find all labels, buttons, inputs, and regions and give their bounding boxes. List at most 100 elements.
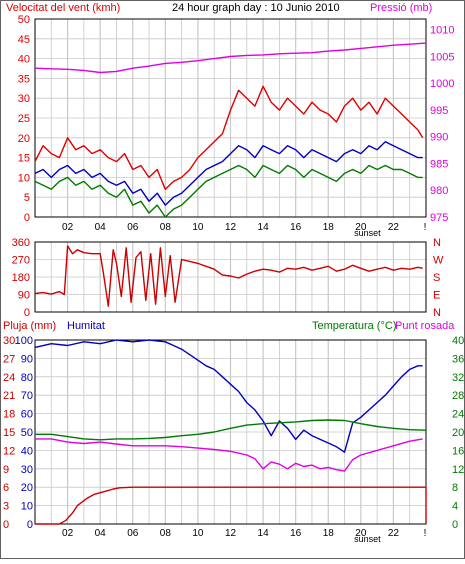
- series-line-rain: [35, 486, 427, 525]
- x-tick-label: 16: [290, 222, 302, 233]
- wind-y-tick-label: 25: [18, 113, 30, 125]
- x-tick-label: 06: [127, 528, 139, 539]
- rain-y-tick-label: 0: [3, 519, 9, 531]
- x-tick-label: 12: [225, 528, 237, 539]
- x-tick-label: 12: [225, 222, 237, 233]
- direction-y-tick-label: 0: [24, 307, 30, 319]
- humidity-y-tick-label: 70: [21, 390, 33, 402]
- temperature-y-tick-label: 8: [452, 482, 458, 494]
- wind-y-tick-label: 0: [24, 212, 30, 224]
- wind-y-tick-label: 15: [18, 153, 30, 165]
- rain-humidity-temperature-panel: 3027242118151296301009080706050403020100…: [3, 335, 464, 544]
- direction-y-tick-label: 270: [12, 255, 30, 267]
- temperature-y-tick-label: 0: [452, 519, 458, 531]
- humidity-y-tick-label: 50: [21, 427, 33, 439]
- rain-title: Pluja (mm): [3, 320, 56, 332]
- pressure-y-tick-label: 975: [430, 212, 448, 224]
- wind-y-tick-label: 10: [18, 172, 30, 184]
- plot-frame: [34, 339, 427, 525]
- rain-y-tick-label: 3: [3, 501, 9, 513]
- x-tick-label: 06: [127, 222, 139, 233]
- sunset-label: sunset: [354, 228, 381, 238]
- humidity-y-tick-label: 90: [21, 353, 33, 365]
- direction-compass-label: N: [433, 307, 441, 319]
- x-tick-label: 20: [355, 528, 367, 539]
- x-tick-label: 16: [290, 528, 302, 539]
- pressure-y-tick-label: 1005: [430, 51, 454, 63]
- x-tick-label: 10: [192, 528, 204, 539]
- humidity-y-tick-label: 80: [21, 372, 33, 384]
- temperature-y-tick-label: 40: [452, 335, 464, 347]
- x-tick-label: 18: [323, 528, 335, 539]
- temperature-y-tick-label: 4: [452, 501, 458, 513]
- wind-panel: 5045403530252015105010101005100099599098…: [18, 14, 455, 238]
- wind-y-tick-label: 20: [18, 133, 30, 145]
- x-tick-label: 10: [192, 222, 204, 233]
- pressure-y-tick-label: 985: [430, 158, 448, 170]
- humidity-title: Humitat: [67, 320, 105, 332]
- x-tick-label: 08: [160, 528, 172, 539]
- wind-y-tick-label: 30: [18, 93, 30, 105]
- wind-y-tick-label: 5: [24, 192, 30, 204]
- series-line-pressure: [34, 42, 427, 74]
- temperature-y-tick-label: 12: [452, 464, 464, 476]
- wind-y-tick-label: 40: [18, 54, 30, 66]
- pressure-y-tick-label: 995: [430, 105, 448, 117]
- wind-title: Velocitat del vent (kmh): [6, 2, 120, 14]
- direction-compass-label: N: [433, 237, 441, 249]
- temperature-y-tick-label: 28: [452, 390, 464, 402]
- plot-frame: [34, 241, 427, 313]
- x-tick-label: 22: [388, 222, 400, 233]
- direction-compass-label: E: [433, 290, 440, 302]
- direction-y-tick-label: 90: [18, 290, 30, 302]
- rain-y-tick-label: 24: [3, 372, 15, 384]
- pressure-y-tick-label: 990: [430, 132, 448, 144]
- series-line-wind_low: [34, 164, 423, 218]
- temperature-title: Temperatura (°C): [312, 320, 396, 332]
- dewpoint-title: Punt rosada: [395, 320, 455, 332]
- series-line-direction: [34, 245, 423, 307]
- wind-y-tick-label: 35: [18, 73, 30, 85]
- humidity-y-tick-label: 60: [21, 409, 33, 421]
- x-tick-label: 22: [388, 528, 400, 539]
- rain-y-tick-label: 27: [3, 353, 15, 365]
- series-line-dew_point: [35, 438, 423, 472]
- x-tick-label: !: [424, 222, 427, 233]
- pressure-y-tick-label: 1010: [430, 25, 454, 37]
- series-line-average: [34, 141, 423, 206]
- direction-y-tick-label: 360: [12, 237, 30, 249]
- sunset-label: sunset: [354, 534, 381, 544]
- humidity-y-tick-label: 30: [21, 464, 33, 476]
- temperature-y-tick-label: 32: [452, 372, 464, 384]
- humidity-y-tick-label: 10: [21, 501, 33, 513]
- humidity-y-tick-label: 100: [15, 335, 33, 347]
- series-line-humidity: [34, 339, 423, 453]
- wind-y-tick-label: 50: [18, 14, 30, 26]
- series-line-gust: [34, 85, 424, 191]
- direction-compass-label: S: [433, 272, 440, 284]
- temperature-y-tick-label: 24: [452, 409, 464, 421]
- humidity-y-tick-label: 40: [21, 445, 33, 457]
- x-tick-label: 02: [62, 528, 74, 539]
- temperature-y-tick-label: 16: [452, 445, 464, 457]
- rain-y-tick-label: 6: [3, 482, 9, 494]
- pressure-y-tick-label: 1000: [430, 78, 454, 90]
- temperature-y-tick-label: 36: [452, 353, 464, 365]
- rain-y-tick-label: 15: [3, 427, 15, 439]
- x-tick-label: 20: [355, 222, 367, 233]
- pressure-y-tick-label: 980: [430, 185, 448, 197]
- rain-y-tick-label: 21: [3, 390, 15, 402]
- rain-y-tick-label: 12: [3, 445, 15, 457]
- humidity-y-tick-label: 20: [21, 482, 33, 494]
- x-tick-label: 18: [323, 222, 335, 233]
- pressure-title: Pressió (mb): [370, 2, 432, 14]
- rain-y-tick-label: 30: [3, 335, 15, 347]
- rain-y-tick-label: 18: [3, 409, 15, 421]
- x-tick-label: 08: [160, 222, 172, 233]
- x-tick-label: 14: [258, 528, 270, 539]
- direction-compass-label: W: [433, 255, 444, 267]
